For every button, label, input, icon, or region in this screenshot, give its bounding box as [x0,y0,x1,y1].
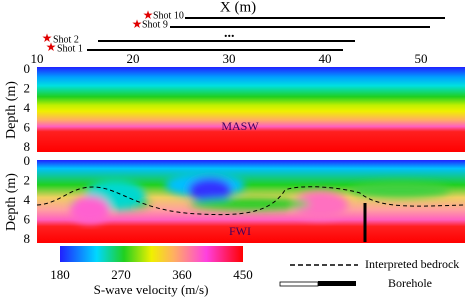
colorbar-tick-label: 360 [172,267,192,282]
svg-text:★: ★ [143,8,154,22]
x-tick-label: 10 [31,51,44,66]
y-tick-label: 8 [24,139,31,154]
y-tick-label: 8 [24,231,31,246]
y-axis-title: Depth (m) [4,173,19,231]
ellipsis: ... [224,26,235,41]
x-tick-label: 50 [415,51,428,66]
legend-label: Interpreted bedrock [365,257,459,271]
y-tick-label: 2 [24,80,31,95]
y-tick-label: 4 [24,100,31,115]
fwi-image [37,160,465,243]
colorbar-tick-label: 270 [111,267,131,282]
shot-stars: ★ ★ ★ ★ [42,8,154,54]
svg-text:★: ★ [132,17,143,31]
colorbar-title: S-wave velocity (m/s) [94,282,209,297]
colorbar-tick-label: 450 [233,267,253,282]
shot-lines [87,17,445,51]
colorbar [60,246,243,262]
panel-label: MASW [221,119,259,133]
legend-borehole-white [279,281,319,287]
legend-borehole-black [318,281,356,286]
y-tick-label: 0 [24,61,31,76]
x-tick-label: 20 [127,51,140,66]
y-tick-label: 4 [24,192,31,207]
y-tick-label: 6 [24,119,31,134]
masw-image [37,67,465,152]
y-axis-title: Depth (m) [4,81,19,139]
svg-text:★: ★ [42,31,53,45]
shot-label: Shot 1 [57,43,83,54]
shot-label: Shot 2 [53,34,79,45]
colorbar-tick-label: 180 [50,267,70,282]
y-tick-label: 2 [24,172,31,187]
panel-label: FWI [229,224,251,238]
y-tick-label: 0 [24,153,31,168]
x-tick-label: 40 [319,51,332,66]
x-axis-title: X (m) [220,0,256,15]
x-tick-label: 30 [223,51,236,66]
shot-label: Shot 9 [142,19,168,30]
svg-text:★: ★ [46,40,57,54]
shot-label: Shot 10 [153,10,184,21]
legend-label: Borehole [388,276,432,290]
y-tick-label: 6 [24,211,31,226]
